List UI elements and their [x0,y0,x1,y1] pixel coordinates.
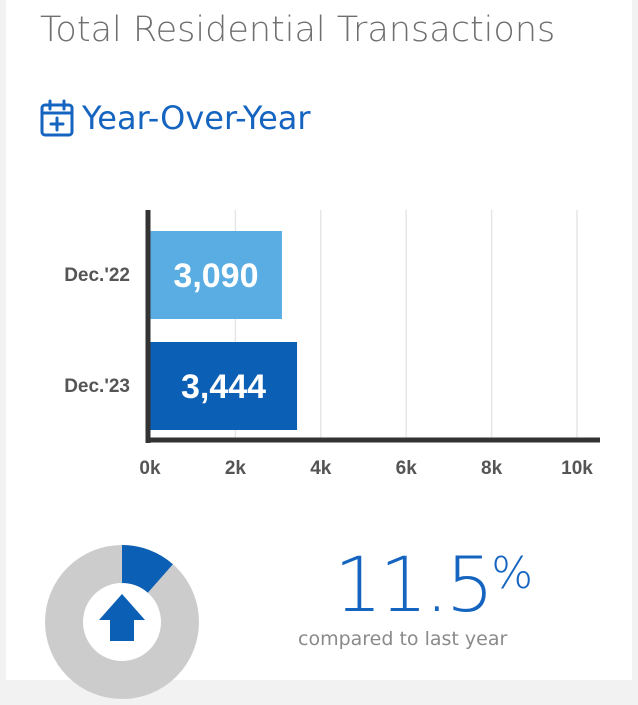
bar [150,342,298,430]
bar-value-label: 3,090 [173,257,258,295]
arrow-up-icon [99,594,145,641]
x-tick-label: 6k [396,458,418,479]
percent-sign: % [491,548,534,599]
x-tick-label: 2k [225,458,247,479]
bar-value-label: 3,444 [181,368,266,406]
x-tick-label: 10k [561,458,593,479]
bar [150,231,282,319]
x-tick-label: 4k [310,458,332,479]
subtitle-row: Year-Over-Year [40,96,311,140]
page-title: Total Residential Transactions [40,10,556,50]
category-label: Dec.'22 [64,265,130,286]
comparison-caption: compared to last year [298,628,508,650]
bar-chart: 3,090 Dec.'22 3,444 Dec.'23 0k 2k 4k 6k 8k 10k [64,210,600,479]
x-tick-label: 0k [139,458,161,479]
page-subtitle: Year-Over-Year [82,99,311,137]
calendar-plus-icon [40,99,74,137]
change-donut [44,544,200,700]
percent-value: 11.5 [334,540,494,629]
x-tick-label: 8k [481,458,503,479]
donut-fill [121,545,173,594]
category-label: Dec.'23 [64,376,130,397]
percent-change: 11.5% [334,540,533,629]
donut-chart [45,545,199,699]
